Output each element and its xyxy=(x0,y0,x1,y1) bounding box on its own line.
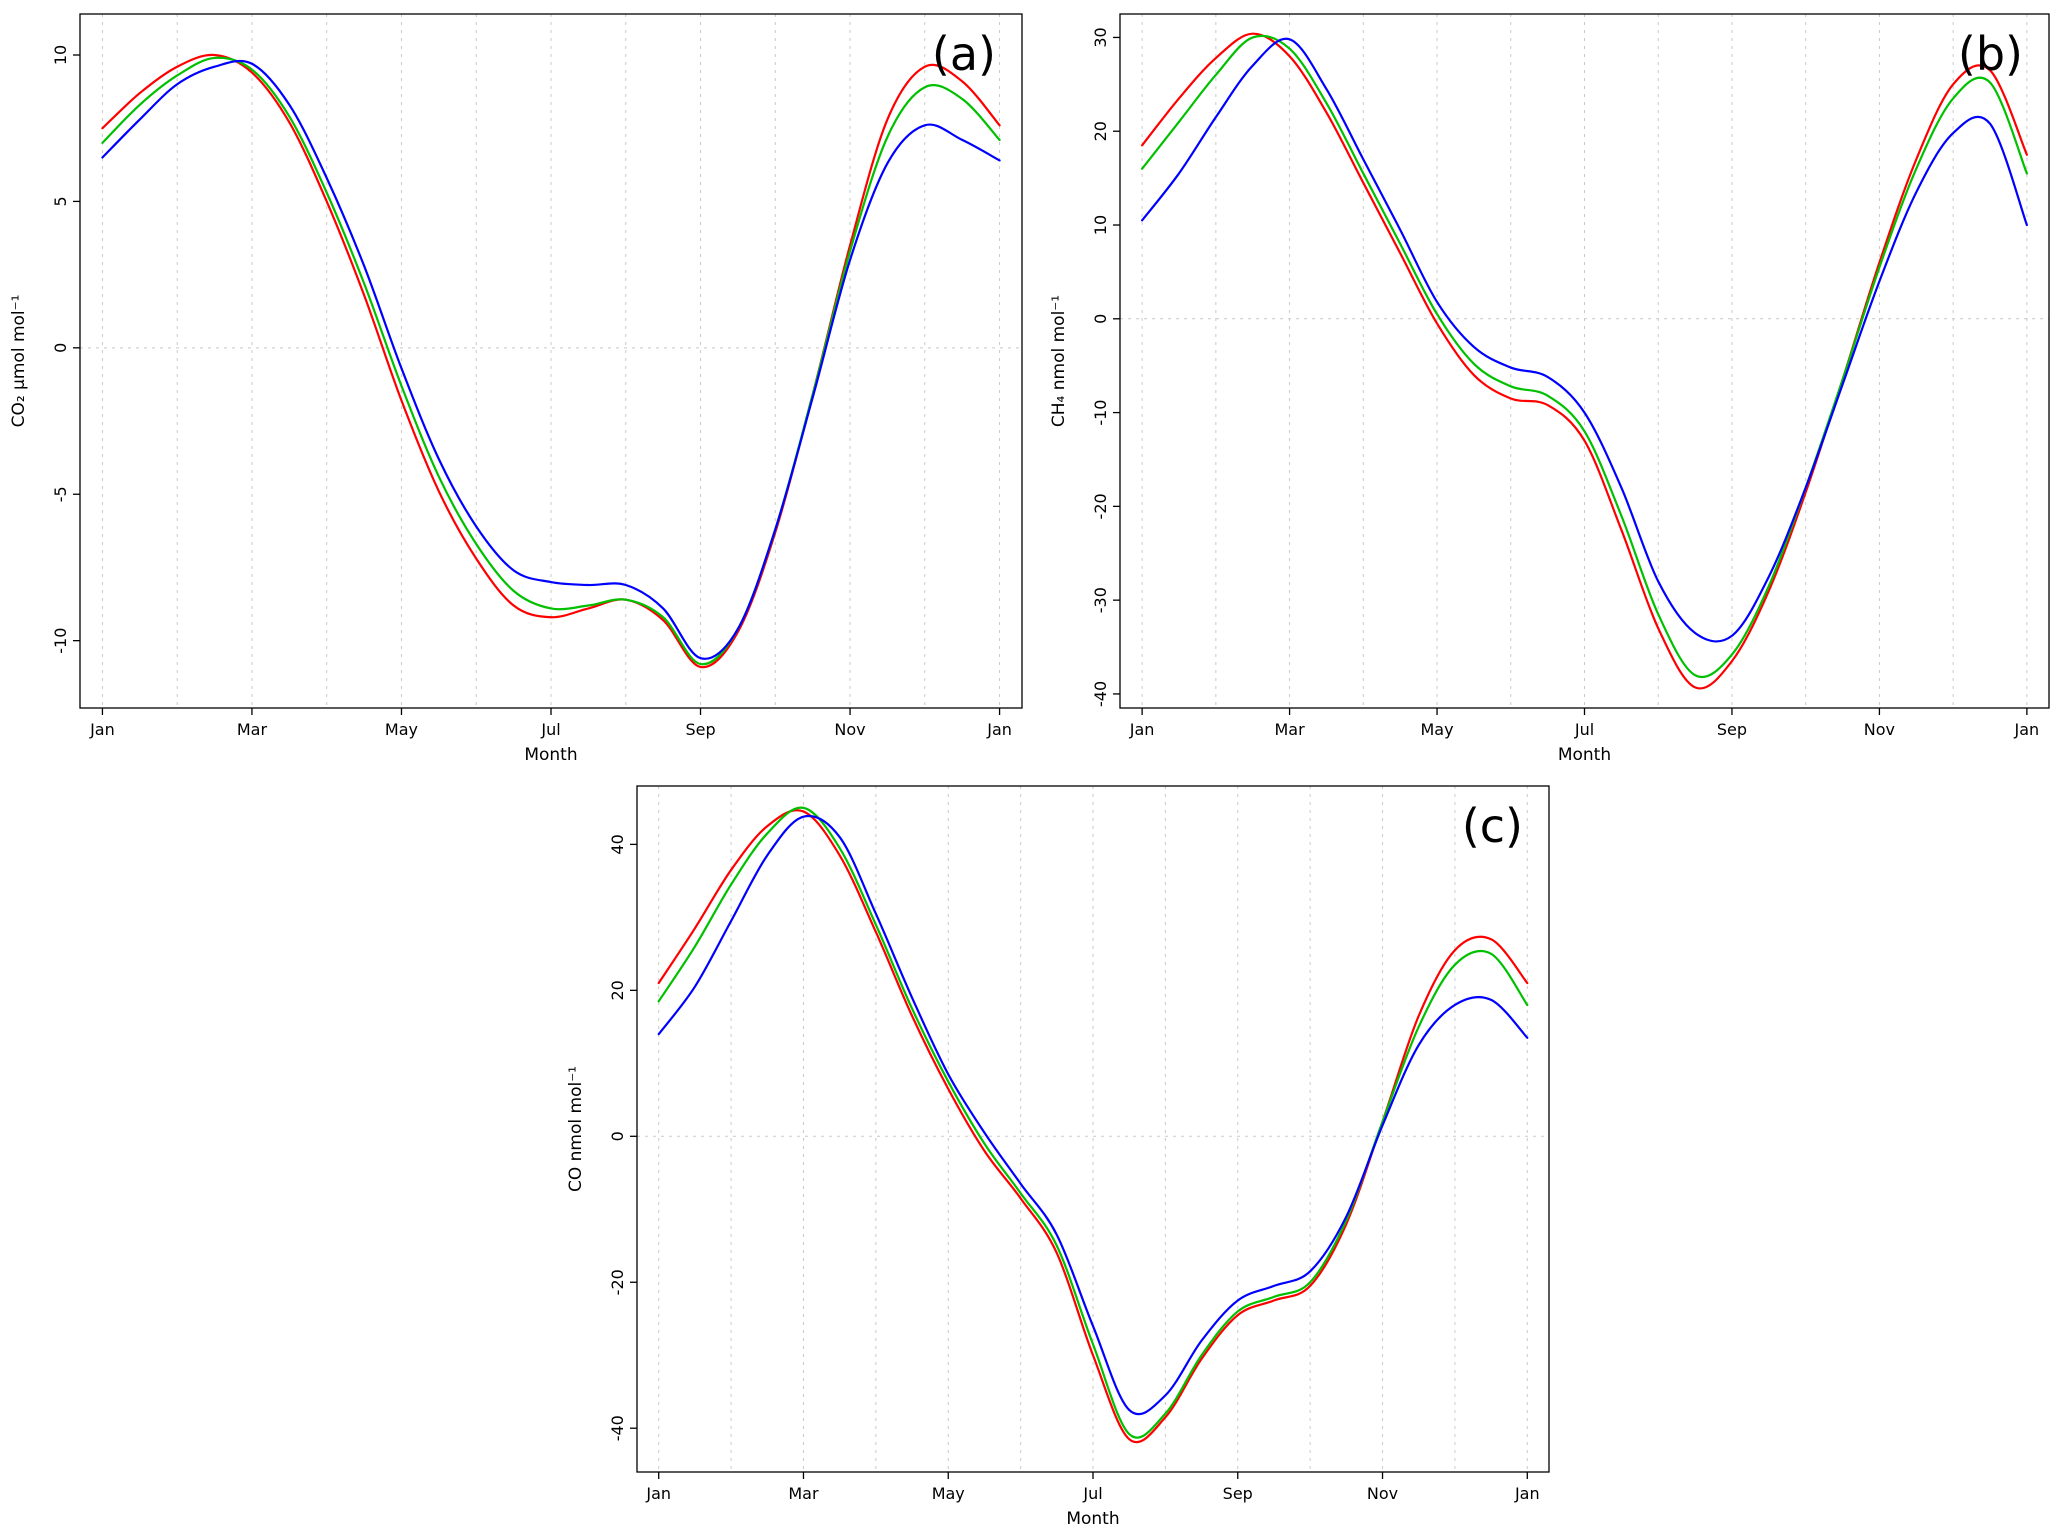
y-tick-label: 30 xyxy=(1091,27,1110,47)
y-axis-label: CO₂ μmol mol⁻¹ xyxy=(9,295,29,428)
x-axis-label: Month xyxy=(524,745,577,765)
chart-panel-b: Jan Mar May Jul Sep Nov Jan -40 -30 -20 -10 0 10 20 30… xyxy=(1040,0,2067,772)
x-tick-label: Jan xyxy=(2014,720,2040,739)
x-tick-label: May xyxy=(932,1484,965,1503)
y-tick-label: 20 xyxy=(1091,121,1110,141)
x-tick-label: Nov xyxy=(1864,720,1895,739)
x-tick-label: Jan xyxy=(986,720,1012,739)
x-tick-label: Jul xyxy=(540,720,560,739)
x-tick-label: Mar xyxy=(237,720,268,739)
x-tick-label: Nov xyxy=(1367,1484,1398,1503)
chart-svg-b: Jan Mar May Jul Sep Nov Jan -40 -30 -20 -10 0 10 20 30… xyxy=(1049,13,2050,765)
x-tick-label: Sep xyxy=(1717,720,1747,739)
x-tick-label: Jul xyxy=(1574,720,1594,739)
chart-panel-c: Jan Mar May Jul Sep Nov Jan -40 -20 0 20 40 Month CO … xyxy=(557,772,1567,1536)
panel-label-b: (b) xyxy=(1958,27,2023,81)
chart-svg-a: Jan Mar May Jul Sep Nov Jan -10 -5 0 5 10 Month CO₂ μ… xyxy=(9,13,1023,765)
series-blue-line xyxy=(657,814,1529,1416)
x-tick-label: Jan xyxy=(1129,720,1155,739)
y-tick-label: 0 xyxy=(608,1131,627,1141)
x-tick-label: Jan xyxy=(1514,1484,1540,1503)
x-tick-label: Mar xyxy=(1274,720,1305,739)
x-tick-label: May xyxy=(1421,720,1454,739)
y-tick-label: 0 xyxy=(1091,314,1110,324)
y-tick-label: -30 xyxy=(1091,587,1110,613)
x-tick-label: Mar xyxy=(788,1484,819,1503)
series-blue-line xyxy=(1141,37,2028,643)
y-tick-label: 10 xyxy=(1091,215,1110,235)
x-tick-label: Sep xyxy=(1223,1484,1253,1503)
series-green-line xyxy=(1141,34,2028,678)
x-tick-label: May xyxy=(385,720,418,739)
series-red-line xyxy=(101,53,1001,669)
panel-label-a: (a) xyxy=(932,27,996,81)
panel-label-c: (c) xyxy=(1462,799,1523,853)
y-tick-label: -10 xyxy=(51,628,70,654)
x-axis-label: Month xyxy=(1558,745,1611,765)
series-green-line xyxy=(657,806,1529,1439)
chart-svg-c: Jan Mar May Jul Sep Nov Jan -40 -20 0 20 40 Month CO … xyxy=(566,785,1550,1529)
x-tick-label: Jul xyxy=(1082,1484,1102,1503)
y-tick-label: -40 xyxy=(608,1415,627,1441)
x-axis-label: Month xyxy=(1066,1509,1119,1529)
x-tick-label: Jan xyxy=(645,1484,671,1503)
y-tick-label: 0 xyxy=(51,343,70,353)
x-tick-label: Sep xyxy=(685,720,715,739)
plot-box xyxy=(636,785,1550,1473)
y-tick-label: -5 xyxy=(51,486,70,502)
chart-panel-a: Jan Mar May Jul Sep Nov Jan -10 -5 0 5 10 Month CO₂ μ… xyxy=(0,0,1040,772)
y-tick-label: 20 xyxy=(608,980,627,1000)
y-tick-label: -40 xyxy=(1091,681,1110,707)
y-tick-label: 5 xyxy=(51,196,70,206)
y-axis-label: CH₄ nmol mol⁻¹ xyxy=(1049,295,1069,427)
y-tick-label: -20 xyxy=(1091,493,1110,519)
y-axis-label: CO nmol mol⁻¹ xyxy=(566,1066,586,1192)
y-tick-label: 40 xyxy=(608,834,627,854)
y-tick-label: -20 xyxy=(608,1269,627,1295)
x-tick-label: Jan xyxy=(89,720,115,739)
series-blue-line xyxy=(101,59,1001,660)
x-tick-label: Nov xyxy=(834,720,865,739)
series-red-line xyxy=(1141,32,2028,690)
y-tick-label: 10 xyxy=(51,45,70,65)
y-tick-label: -10 xyxy=(1091,400,1110,426)
series-green-line xyxy=(101,56,1001,666)
